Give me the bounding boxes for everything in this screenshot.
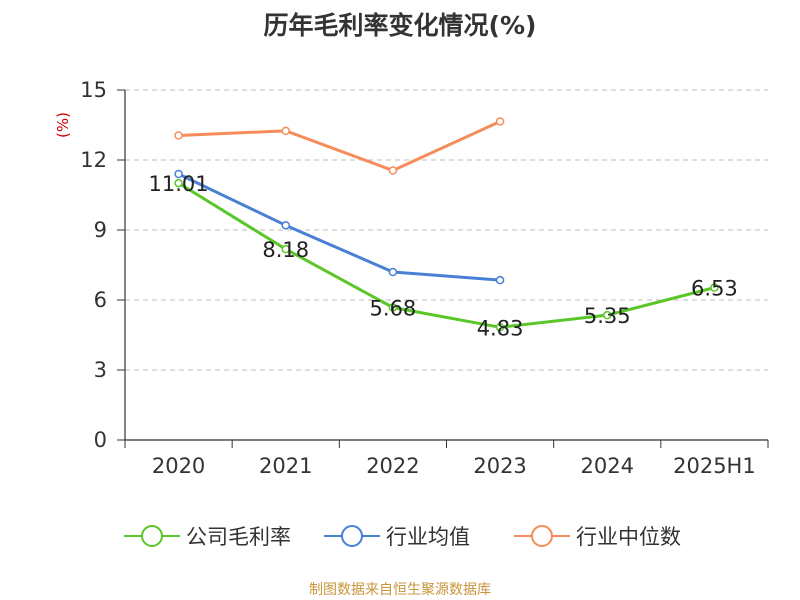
data-point (495, 117, 505, 126)
data-point (495, 323, 505, 332)
data-label: 5.35 (584, 304, 631, 328)
series-line (177, 172, 502, 282)
data-label: 4.83 (477, 316, 524, 340)
data-point (388, 303, 398, 312)
data-label: 5.68 (370, 296, 417, 320)
data-point (281, 221, 290, 230)
x-tick-label: 2022 (366, 454, 419, 478)
series-line (177, 181, 716, 329)
y-axis-label: (%) (54, 112, 72, 138)
data-point (174, 178, 183, 188)
data-point (388, 166, 398, 175)
chart-title: 历年毛利率变化情况(%) (263, 11, 537, 40)
x-tick-label: 2024 (581, 454, 634, 478)
x-tick-label: 2025H1 (673, 454, 756, 478)
legend-marker (531, 525, 553, 547)
series-line (177, 120, 502, 172)
y-tick-label: 15 (80, 78, 107, 102)
data-label: 8.18 (262, 238, 309, 262)
data-source-note: 制图数据来自恒生聚源数据库 (309, 582, 491, 598)
data-point (495, 275, 505, 285)
data-point (388, 267, 398, 277)
legend-marker (341, 525, 363, 547)
legend-marker (141, 525, 163, 547)
y-tick-label: 9 (94, 218, 107, 242)
data-label: 6.53 (691, 277, 738, 301)
y-tick-label: 0 (94, 428, 107, 452)
x-tick-label: 2020 (152, 454, 205, 478)
y-tick-label: 12 (80, 148, 107, 172)
data-point (174, 131, 183, 140)
data-point (710, 283, 719, 292)
y-tick-label: 6 (94, 288, 107, 312)
x-tick-label: 2021 (259, 454, 312, 478)
legend-label: 行业中位数 (576, 525, 681, 549)
data-point (603, 310, 612, 320)
data-label: 11.01 (149, 172, 209, 196)
data-point (174, 169, 183, 179)
y-tick-label: 3 (94, 358, 107, 382)
legend-label: 行业均值 (386, 525, 470, 549)
legend-label: 公司毛利率 (186, 525, 291, 549)
data-point (281, 126, 290, 136)
data-point (281, 244, 290, 254)
x-tick-label: 2023 (473, 454, 526, 478)
